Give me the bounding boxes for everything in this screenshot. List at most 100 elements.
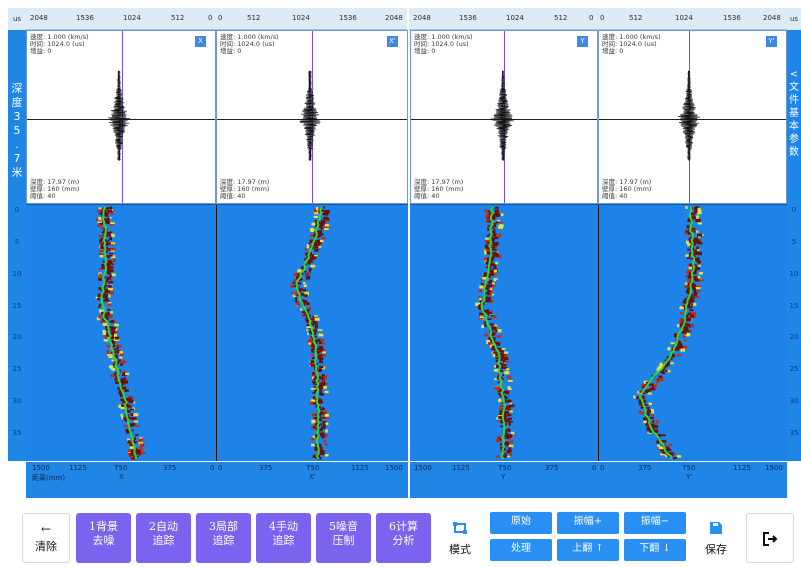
- trace-speck: [305, 317, 308, 321]
- trace-speck: [306, 323, 312, 327]
- distance-tick: 375: [163, 464, 177, 472]
- trace-speck: [490, 344, 494, 348]
- save-button[interactable]: 保存: [692, 513, 740, 563]
- trace-speck: [636, 396, 639, 400]
- trace-speck: [319, 449, 324, 453]
- trace-speck: [300, 288, 303, 291]
- speed-line: 速度: 1.000 (km/s): [30, 33, 89, 41]
- step-1-button[interactable]: 1背景 去噪: [76, 513, 131, 563]
- trace-speck: [477, 305, 482, 308]
- trace-speck: [319, 341, 322, 345]
- trace-speck: [478, 296, 482, 299]
- wall-profile-y-yprime[interactable]: [410, 204, 787, 461]
- time-tick: 1536: [76, 14, 94, 22]
- step-6-button[interactable]: 6计算 分析: [376, 513, 431, 563]
- amplitude-down-button[interactable]: 振幅−: [624, 512, 686, 534]
- trace-speck: [108, 356, 113, 359]
- trace-speck: [483, 275, 489, 278]
- trace-speck: [672, 354, 676, 358]
- wall-profile-x-xprime[interactable]: [26, 204, 408, 461]
- trace-speck: [501, 390, 507, 394]
- trace-speck: [122, 372, 126, 375]
- step-5-button[interactable]: 5噪音 压制: [316, 513, 371, 563]
- trace-speck: [691, 296, 695, 299]
- trace-speck: [492, 282, 495, 285]
- threshold-line: 阈值: 40: [30, 192, 56, 200]
- sidebar-glyph: 参: [789, 134, 799, 145]
- trace-speck: [503, 398, 507, 401]
- trace-speck: [322, 213, 325, 216]
- trace-speck: [499, 405, 504, 408]
- trace-speck: [106, 212, 109, 215]
- trace-speck: [499, 213, 504, 217]
- trace-speck: [491, 222, 497, 225]
- trace-speck: [318, 368, 321, 371]
- trace-speck: [492, 231, 496, 234]
- file-params-tab[interactable]: < 文件基本参数: [787, 30, 801, 204]
- trace-speck: [133, 420, 138, 423]
- step-2-button[interactable]: 2自动 追踪: [136, 513, 191, 563]
- trace-speck: [665, 362, 670, 366]
- trace-speck: [495, 386, 501, 390]
- trace-speck: [105, 221, 111, 225]
- original-button[interactable]: 原始: [490, 512, 552, 534]
- step-4-button[interactable]: 4手动 追踪: [256, 513, 311, 563]
- trace-speck: [489, 291, 493, 295]
- trace-speck: [498, 221, 503, 224]
- waveform-panel-x[interactable]: 速度: 1.000 (km/s) 时间: 1024.0 (us) 增益: 0 X…: [26, 30, 216, 204]
- step-3-button[interactable]: 3局部 追踪: [196, 513, 251, 563]
- trace-speck: [311, 350, 316, 353]
- trace-speck: [651, 411, 655, 414]
- trace-speck: [685, 303, 691, 307]
- trace-speck: [505, 419, 510, 422]
- distance-tick: 1125: [351, 464, 369, 472]
- mode-button[interactable]: 模式: [436, 513, 484, 563]
- trace-speck: [698, 272, 703, 275]
- page-up-button[interactable]: 上翻 ↑: [557, 539, 619, 561]
- panel-info-bottom: 深度: 17.97 (m) 壁厚: 160 (mm) 阈值: 40: [602, 179, 651, 200]
- trace-speck: [476, 302, 481, 305]
- process-button[interactable]: 处理: [490, 539, 552, 561]
- distance-axis-left: 1500 1125 750 375 0 距离(mm) X 0 375 750 1…: [26, 462, 408, 498]
- trace-speck: [296, 288, 301, 292]
- trace-speck: [494, 378, 497, 381]
- trace-speck: [692, 215, 695, 218]
- trace-speck: [501, 363, 507, 366]
- trace-speck: [109, 261, 113, 264]
- trace-speck: [105, 234, 108, 237]
- trace-speck: [680, 348, 685, 352]
- trace-speck: [499, 407, 502, 411]
- waveform-panel-y[interactable]: 速度: 1.000 (km/s) 时间: 1024.0 (us) 增益: 0 Y…: [410, 30, 598, 204]
- trace-speck: [320, 239, 324, 243]
- trace-speck: [311, 254, 317, 258]
- trace-speck: [492, 249, 497, 251]
- trace-speck: [324, 413, 329, 417]
- trace-speck: [98, 216, 102, 220]
- trace-speck: [488, 261, 493, 266]
- wave-path: [299, 70, 321, 161]
- waveform-panel-x-prime[interactable]: 速度: 1.000 (km/s) 时间: 1024.0 (us) 增益: 0 X…: [216, 30, 408, 204]
- distance-tick: 1125: [733, 464, 751, 472]
- amplitude-up-button[interactable]: 振幅+: [557, 512, 619, 534]
- clear-button[interactable]: ← 清除: [22, 513, 70, 563]
- trace-speck: [126, 410, 131, 413]
- waveform-panel-y-prime[interactable]: 速度: 1.000 (km/s) 时间: 1024.0 (us) 增益: 0 Y…: [598, 30, 787, 204]
- trace-speck: [484, 257, 487, 260]
- exit-button[interactable]: [746, 513, 794, 563]
- trace-speck: [314, 335, 317, 338]
- trace-speck: [495, 261, 499, 265]
- trace-speck: [323, 407, 326, 410]
- trace-speck: [318, 443, 321, 447]
- step-line2: 压制: [332, 534, 355, 547]
- trace-speck: [312, 401, 317, 403]
- trace-speck: [111, 341, 116, 344]
- trace-speck: [504, 407, 508, 410]
- trace-speck: [123, 386, 127, 390]
- trace-speck: [484, 324, 487, 327]
- distance-tick: 1500: [414, 464, 432, 472]
- page-down-button[interactable]: 下翻 ↓: [624, 539, 686, 561]
- trace-speck: [687, 255, 691, 259]
- trace-speck: [683, 299, 686, 302]
- trace-speck: [292, 281, 296, 284]
